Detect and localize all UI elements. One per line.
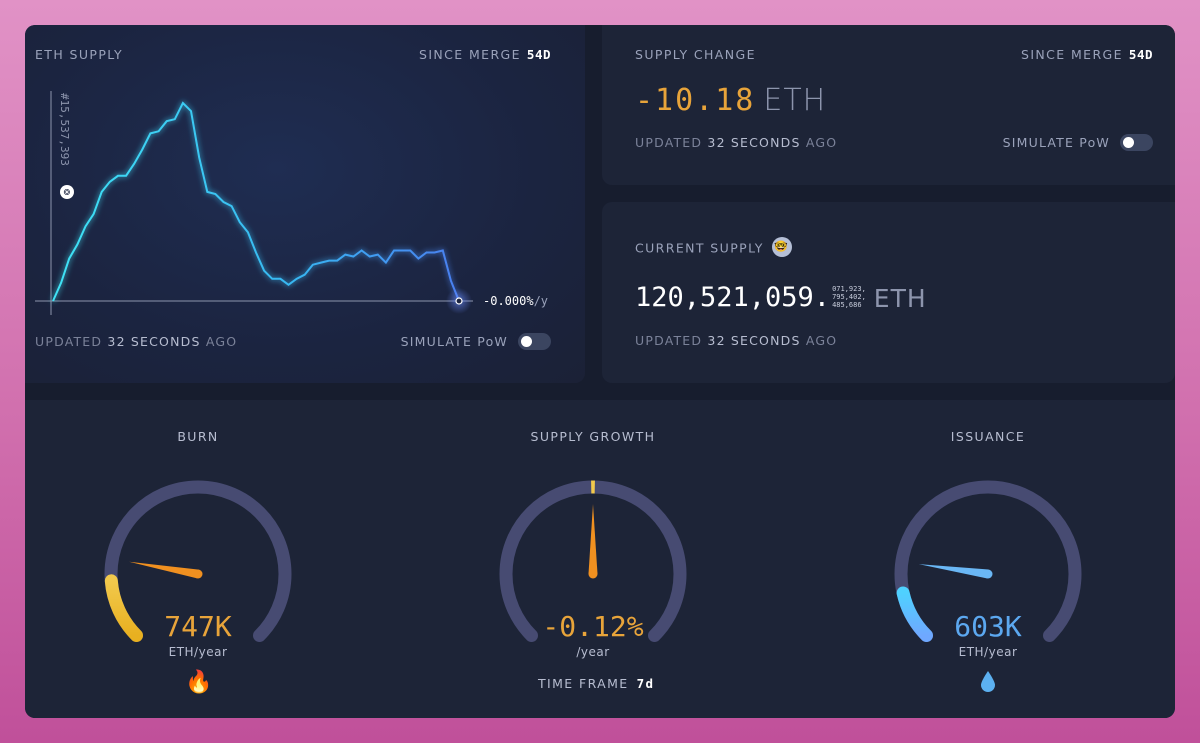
issuance-unit: ETH/year [958, 645, 1018, 659]
supply-growth-unit: /year [576, 645, 610, 659]
updated-prefix: UPDATED [35, 334, 103, 349]
updated-prefix: UPDATED [635, 135, 703, 150]
since-merge-label: SINCE MERGE 54d [419, 47, 551, 62]
simulate-pow-toggle-group: SIMULATE PoW [401, 333, 551, 350]
supply-updated: UPDATED 32 SECONDS AGO [35, 334, 237, 349]
fire-icon: 🔥 [185, 670, 213, 695]
updated-suffix: AGO [805, 333, 838, 348]
svg-text:❂: ❂ [64, 188, 71, 197]
supply-change-number: -10.18 [635, 83, 756, 118]
simulate-pow-label: SIMULATE PoW [400, 334, 508, 349]
issuance-value: 603K [954, 610, 1022, 643]
current-supply-updated: UPDATED 32 SECONDS AGO [635, 333, 837, 348]
toggle-knob [521, 336, 532, 347]
updated-suffix: AGO [205, 334, 238, 349]
since-merge-text: SINCE MERGE [1020, 47, 1123, 62]
supply-growth-value: -0.12% [542, 610, 644, 643]
current-supply-decimals: 071,923, 795,402, 485,686 [832, 285, 866, 309]
supply-line [52, 101, 460, 302]
supply-line-chart: #15,537,393 ❂ -0.000%/y [35, 91, 548, 315]
issuance-gauge-title: ISSUANCE [950, 429, 1026, 444]
peak-label: #15,537,393 [58, 93, 71, 166]
supply-change-value: -10.18 ETH [635, 83, 826, 118]
simulate-pow-toggle[interactable] [1120, 134, 1153, 151]
since-merge-text: SINCE MERGE [418, 47, 521, 62]
burn-value: 747K [164, 610, 232, 643]
since-merge-value: 54d [526, 47, 551, 62]
current-supply-panel: CURRENT SUPPLY 🤓 120,521,059. 071,923, 79… [602, 202, 1175, 383]
supply-change-since: SINCE MERGE 54d [1021, 47, 1153, 62]
current-supply-title: CURRENT SUPPLY 🤓 [635, 237, 792, 259]
end-point [455, 297, 463, 305]
time-frame-value: 7d [636, 676, 655, 691]
time-frame-label: TIME FRAME [538, 676, 629, 691]
time-frame-selector[interactable]: TIME FRAME 7d [538, 676, 654, 691]
eth-supply-panel: ETH SUPPLY SINCE MERGE 54d [25, 25, 585, 383]
since-merge-value: 54d [1128, 47, 1153, 62]
supply-change-unit: ETH [763, 83, 827, 118]
dashboard-frame: ETH SUPPLY SINCE MERGE 54d [25, 25, 1175, 718]
current-supply-value: 120,521,059. 071,923, 795,402, 485,686 E… [635, 282, 927, 313]
updated-value: 32 SECONDS [707, 135, 801, 150]
supply-change-title: SUPPLY CHANGE [635, 47, 756, 62]
decimal-line: 071,923, [832, 285, 866, 293]
eth-supply-title: ETH SUPPLY [35, 47, 124, 62]
updated-value: 32 SECONDS [707, 333, 801, 348]
decimal-line: 485,686 [832, 301, 862, 309]
decimal-line: 795,402, [832, 293, 866, 301]
rate-label: -0.000%/y [483, 294, 548, 308]
nerd-face-icon: 🤓 [771, 237, 792, 257]
simulate-pow-toggle[interactable] [518, 333, 551, 350]
simulate-pow-label: SIMULATE PoW [1002, 135, 1110, 150]
toggle-knob [1123, 137, 1134, 148]
updated-suffix: AGO [805, 135, 838, 150]
current-supply-title-text: CURRENT SUPPLY [635, 240, 764, 256]
supply-change-panel: SUPPLY CHANGE SINCE MERGE 54d -10.18 ETH U… [602, 25, 1175, 185]
updated-prefix: UPDATED [635, 333, 703, 348]
supply-change-updated: UPDATED 32 SECONDS AGO [635, 135, 837, 150]
current-supply-unit: ETH [873, 284, 927, 313]
simulate-pow-toggle-group: SIMULATE PoW [1003, 134, 1153, 151]
updated-value: 32 SECONDS [107, 334, 201, 349]
growth-gauge-title: SUPPLY GROWTH [530, 429, 656, 444]
burn-gauge-title: BURN [177, 429, 219, 444]
droplet-icon [979, 670, 997, 694]
burn-unit: ETH/year [168, 645, 228, 659]
ethereum-logo-icon: ❂ [60, 185, 74, 199]
current-supply-integer: 120,521,059. [635, 282, 831, 313]
